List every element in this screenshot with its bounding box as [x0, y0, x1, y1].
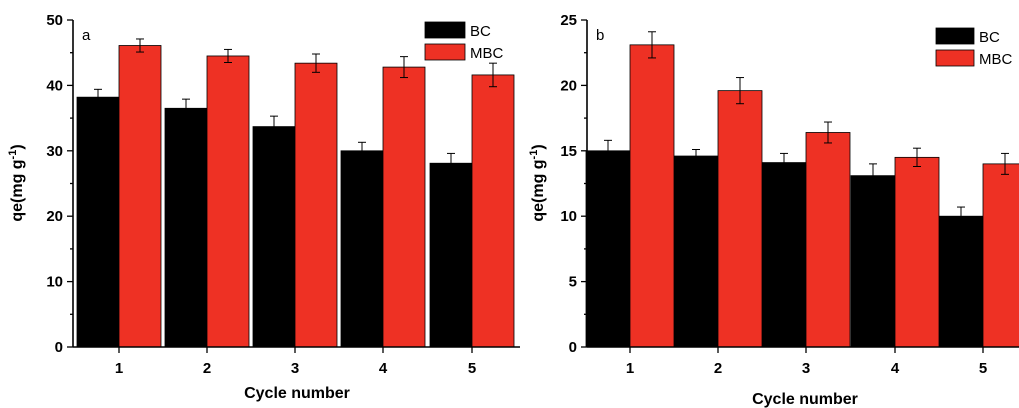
panel-a-legend-label-bc: BC: [470, 23, 491, 40]
panel-a-y-tick-label: 50: [46, 12, 63, 29]
panel-b-x-tick-label: 3: [802, 360, 810, 377]
panel-a-x-tick-label: 1: [115, 360, 123, 377]
panel-a-error-bar-bc-3: [270, 115, 278, 138]
panel-b-y-tick-label: 10: [560, 208, 577, 225]
panel-b-error-bar-mbc-2: [736, 77, 744, 105]
panel-a-y-axis-title: qe(mg g-1): [7, 144, 26, 221]
panel-a-x-ticks: 1 2 3 4 5: [115, 347, 476, 377]
panel-a-bar-mbc-1: [118, 45, 162, 348]
panel-b-bar-mbc-5: [982, 163, 1019, 348]
panel-b-bar-bc-4: [850, 175, 896, 348]
panel-a-x-axis-title: Cycle number: [244, 385, 350, 402]
panel-a-bar-bc-1: [76, 96, 120, 348]
panel-a-y-tick-label: 0: [55, 339, 63, 356]
panel-b-legend-swatch-bc: [935, 27, 975, 45]
panel-b-bar-mbc-1: [629, 44, 675, 348]
panel-a-error-bar-bc-1: [94, 88, 102, 106]
panel-a-error-bar-bc-5: [447, 152, 455, 174]
panel-b-bars: [585, 44, 1019, 348]
panel-a-bar-bc-5: [429, 162, 473, 348]
panel-a-error-bar-mbc-1: [136, 38, 144, 53]
panel-a-bar-mbc-5: [471, 74, 515, 348]
panel-a-y-tick-label: 20: [46, 208, 63, 225]
panel-b-error-bar-bc-2: [692, 148, 700, 164]
panel-b-error-bar-bc-1: [604, 139, 612, 162]
panel-a-error-bar-mbc-3: [312, 53, 320, 73]
panel-a-x-tick-label: 5: [468, 360, 476, 377]
panel-b-error-bars: [604, 31, 1009, 226]
panel-b-y-axis-title: qe(mg g-1): [528, 144, 547, 221]
panel-b-error-bar-mbc-5: [1001, 152, 1009, 175]
panel-b-bar-mbc-3: [805, 132, 851, 348]
panel-b-y-tick-label: 25: [560, 12, 577, 29]
panel-b-bar-mbc-4: [894, 156, 940, 348]
panel-a-legend: BC MBC: [424, 21, 504, 62]
panel-a-legend-label-mbc: MBC: [470, 45, 504, 62]
panel-b-y-tick-label: 0: [569, 339, 577, 356]
panel-a-y-tick-label: 30: [46, 143, 63, 160]
panel-b-bar-bc-2: [673, 155, 719, 348]
panel-b-error-bar-bc-5: [957, 206, 965, 226]
panel-a-x-tick-label: 2: [203, 360, 211, 377]
panel-a-error-bar-mbc-2: [224, 48, 232, 64]
panel-b-bar-bc-1: [585, 150, 631, 348]
panel-b-bar-bc-5: [938, 215, 984, 348]
panel-a-error-bar-bc-2: [182, 98, 190, 118]
panel-a-label: a: [82, 27, 91, 44]
panel-b-legend-label-bc: BC: [979, 29, 1000, 46]
panel-a-error-bars: [94, 38, 497, 174]
panel-b-error-bar-bc-4: [869, 163, 877, 188]
chart-panel-a: 0 10 20 30 40 50 1 2 3 4 5 a Cycle number qe(mg g…: [7, 12, 520, 402]
panel-b-y-ticks: 0 5 10 15 20 25: [560, 12, 587, 356]
panel-a-legend-swatch-mbc: [424, 43, 466, 61]
panel-a-error-bar-mbc-5: [489, 62, 497, 88]
panel-b-y-tick-label: 15: [560, 143, 577, 160]
panel-b-bar-bc-3: [761, 162, 807, 348]
panel-a-bar-bc-2: [164, 107, 208, 348]
panel-a-y-ticks: 0 10 20 30 40 50: [46, 12, 73, 356]
panel-a-bar-mbc-3: [294, 62, 338, 348]
panel-a-y-tick-label: 10: [46, 274, 63, 291]
panel-b-legend-swatch-mbc: [935, 49, 975, 67]
panel-a-bar-bc-4: [340, 150, 384, 348]
panel-a-bar-mbc-2: [206, 55, 250, 348]
panel-b-x-tick-label: 5: [979, 360, 987, 377]
panel-b-label: b: [596, 27, 604, 44]
panel-a-error-bar-mbc-4: [400, 56, 408, 79]
panel-b-error-bar-bc-3: [780, 152, 788, 173]
panel-a-bars: [76, 45, 515, 348]
panel-a-x-tick-label: 4: [379, 360, 388, 377]
panel-a-legend-swatch-bc: [424, 21, 466, 39]
panel-b-y-tick-label: 5: [569, 274, 577, 291]
chart-panel-b: 0 5 10 15 20 25 1 2 3 4 5 b Cycle number qe(mg g-…: [528, 12, 1019, 408]
panel-b-x-tick-label: 2: [714, 360, 722, 377]
panel-b-error-bar-mbc-3: [824, 121, 832, 144]
panel-b-legend-label-mbc: MBC: [979, 51, 1013, 68]
panel-a-x-tick-label: 3: [291, 360, 299, 377]
panel-b-y-tick-label: 20: [560, 77, 577, 94]
panel-a-y-tick-label: 40: [46, 77, 63, 94]
panel-b-x-ticks: 1 2 3 4 5: [626, 347, 987, 377]
panel-a-error-bar-bc-4: [358, 141, 366, 160]
panel-b-error-bar-mbc-4: [913, 147, 921, 167]
panel-b-x-tick-label: 1: [626, 360, 634, 377]
panel-a-bar-bc-3: [252, 126, 296, 348]
panel-b-x-tick-label: 4: [891, 360, 900, 377]
panel-b-x-axis-title: Cycle number: [752, 391, 858, 408]
panel-b-bar-mbc-2: [717, 90, 763, 348]
panel-b-error-bar-mbc-1: [648, 31, 656, 59]
panel-a-bar-mbc-4: [382, 66, 426, 348]
panel-b-legend: BC MBC: [935, 27, 1013, 68]
